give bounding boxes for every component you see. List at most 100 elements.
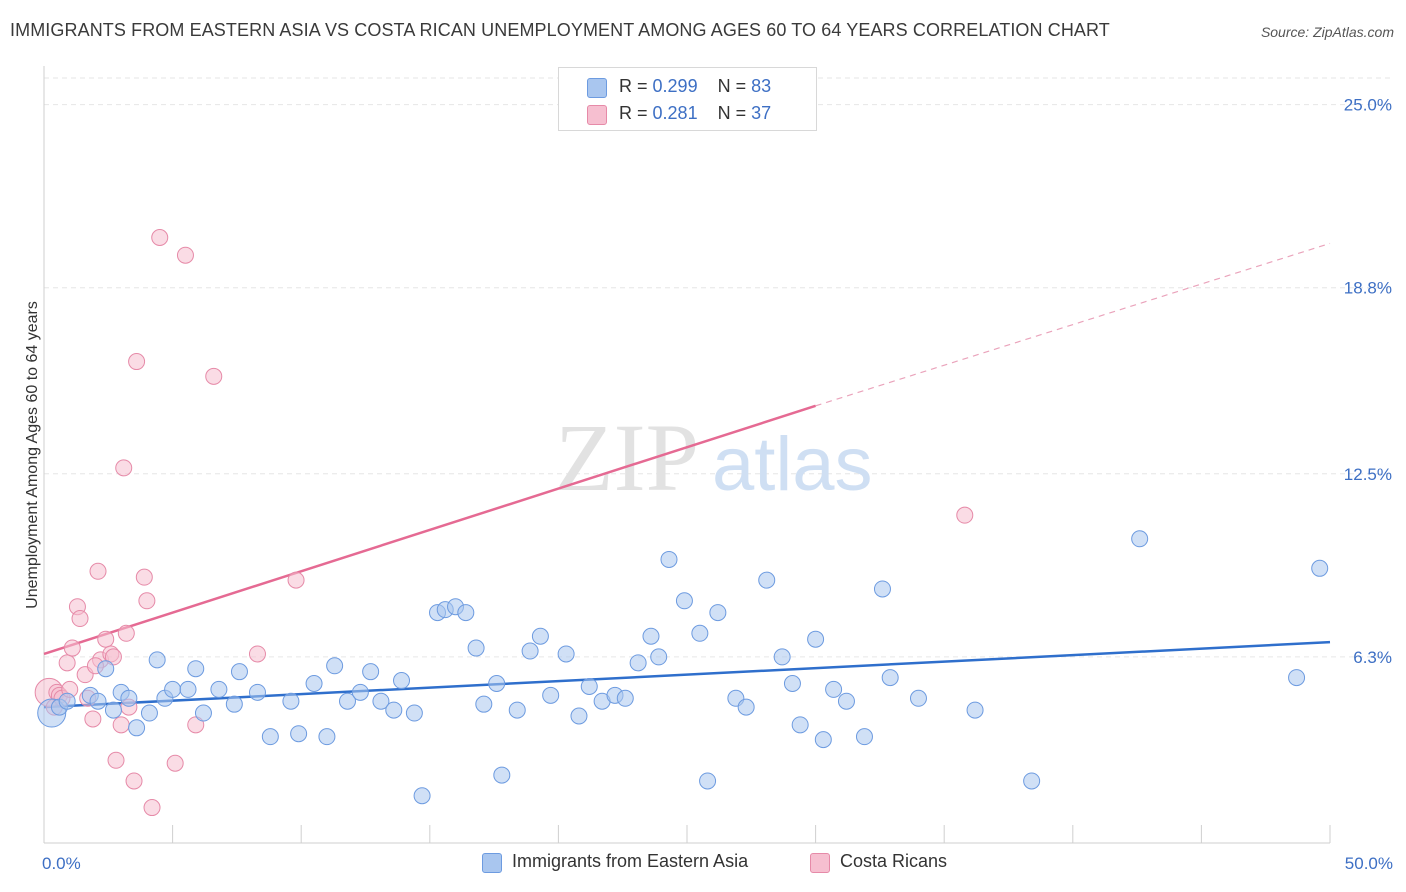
pink-point [89, 562, 107, 580]
blue-point [210, 680, 228, 698]
correlation-legend: R = 0.299 N = 83 R = 0.281 N = 37 [558, 67, 817, 131]
pink-point [143, 799, 161, 817]
legend-swatch-blue [482, 853, 502, 873]
blue-point [557, 645, 575, 663]
pink-point [104, 648, 122, 666]
blue-point [467, 639, 485, 657]
blue-point [187, 660, 205, 678]
tick-labels: 6.3% 12.5% 18.8% 25.0% 0.0% 50.0% [42, 96, 1393, 873]
blue-point [393, 672, 411, 690]
blue-point [966, 701, 984, 719]
blue-point [194, 704, 212, 722]
blue-point [104, 701, 122, 719]
blue-point [873, 580, 891, 598]
blue-point [179, 680, 197, 698]
pink-point [151, 228, 169, 246]
blue-point [814, 731, 832, 749]
y-tick-label: 12.5% [1344, 465, 1392, 484]
blue-point [475, 695, 493, 713]
pink-point [84, 710, 102, 728]
blue-point [128, 719, 146, 737]
blue-point [650, 648, 668, 666]
blue-point [521, 642, 539, 660]
blue-point [282, 692, 300, 710]
x-tick-label: 50.0% [1345, 854, 1393, 873]
pink-point [115, 459, 133, 477]
legend-n-label: N = [717, 103, 747, 123]
blue-point [318, 728, 336, 746]
y-tick-label: 18.8% [1344, 279, 1392, 298]
blue-point [758, 571, 776, 589]
pink-point [112, 716, 130, 734]
blue-point [508, 701, 526, 719]
y-axis-label: Unemployment Among Ages 60 to 64 years [24, 301, 41, 609]
pink-trend-line [43, 404, 816, 656]
pink-point [166, 754, 184, 772]
blue-point [148, 651, 166, 669]
blue-point [629, 654, 647, 672]
pink-point [125, 772, 143, 790]
blue-point [783, 675, 801, 693]
blue-point [855, 728, 873, 746]
blue-point [580, 677, 598, 695]
blue-point [225, 695, 243, 713]
y-tick-label: 25.0% [1344, 96, 1392, 115]
blue-point [405, 704, 423, 722]
blue-point [531, 627, 549, 645]
blue-point [691, 624, 709, 642]
legend-swatch-pink [810, 853, 830, 873]
pink-point [176, 246, 194, 264]
watermark-zip: ZIP [555, 404, 699, 511]
pink-point [187, 716, 205, 734]
blue-point [351, 683, 369, 701]
pink-point [248, 645, 266, 663]
pink-point [205, 367, 223, 385]
blue-point [89, 692, 107, 710]
bottom-legend-label: Immigrants from Eastern Asia [512, 851, 749, 871]
pink-point [71, 610, 89, 628]
pink-point [135, 568, 153, 586]
data-points [34, 228, 1329, 817]
pink-point [117, 624, 135, 642]
blue-point [881, 669, 899, 687]
x-tick-label: 0.0% [42, 854, 81, 873]
blue-point [660, 550, 678, 568]
legend-n-label: N = [717, 76, 747, 96]
blue-point [709, 604, 727, 622]
blue-point [120, 689, 138, 707]
blue-point [488, 675, 506, 693]
blue-point [542, 686, 560, 704]
blue-point [230, 663, 248, 681]
legend-r-value-blue: 0.299 [652, 76, 698, 96]
blue-point [1288, 669, 1306, 687]
blue-point [909, 689, 927, 707]
blue-point [261, 728, 279, 746]
blue-point [807, 630, 825, 648]
grid-lines [44, 77, 1392, 658]
blue-point [140, 704, 158, 722]
source-label: Source: ZipAtlas.com [1260, 24, 1394, 40]
blue-point [326, 657, 344, 675]
blue-point [457, 604, 475, 622]
pink-point [97, 630, 115, 648]
blue-point [493, 766, 511, 784]
blue-point [362, 663, 380, 681]
blue-point [825, 680, 843, 698]
blue-point [164, 680, 182, 698]
legend-n-value-pink: 37 [751, 103, 772, 123]
blue-point [248, 683, 266, 701]
blue-point [570, 707, 588, 725]
blue-point [791, 716, 809, 734]
blue-point [616, 689, 634, 707]
blue-point [773, 648, 791, 666]
legend-r-label: R = [619, 103, 648, 123]
blue-point [675, 592, 693, 610]
pink-trend-extension [815, 242, 1331, 407]
blue-point [372, 692, 390, 710]
pink-point [107, 751, 125, 769]
blue-point [97, 660, 115, 678]
legend-swatch-pink [587, 105, 607, 125]
blue-point [699, 772, 717, 790]
legend-swatch-blue [587, 78, 607, 98]
